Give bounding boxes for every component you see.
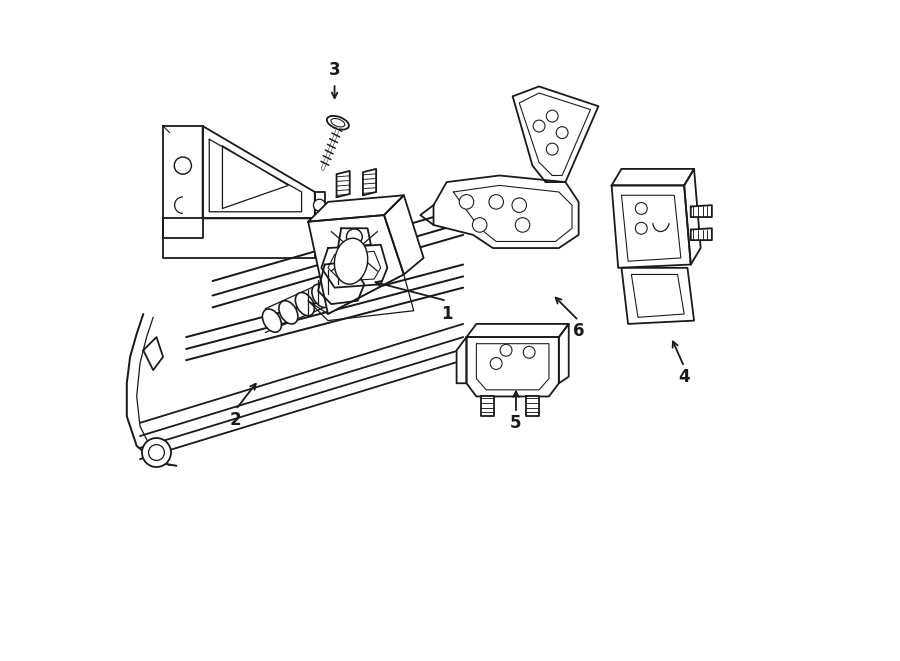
Ellipse shape <box>331 118 345 127</box>
Circle shape <box>491 358 502 369</box>
Polygon shape <box>163 126 202 238</box>
Ellipse shape <box>312 284 331 307</box>
Circle shape <box>556 127 568 139</box>
Polygon shape <box>315 192 325 218</box>
Polygon shape <box>622 268 694 324</box>
Circle shape <box>142 438 171 467</box>
Circle shape <box>313 199 325 211</box>
Polygon shape <box>163 218 315 258</box>
Circle shape <box>516 217 530 232</box>
Circle shape <box>635 222 647 234</box>
Polygon shape <box>456 337 466 383</box>
Ellipse shape <box>335 238 368 284</box>
Circle shape <box>472 217 487 232</box>
Polygon shape <box>513 87 599 182</box>
Polygon shape <box>384 195 424 274</box>
Ellipse shape <box>263 309 282 332</box>
Polygon shape <box>337 171 350 197</box>
Polygon shape <box>143 337 163 370</box>
Circle shape <box>546 143 558 155</box>
Polygon shape <box>321 245 387 288</box>
Text: 2: 2 <box>230 410 241 428</box>
Polygon shape <box>559 324 569 383</box>
Polygon shape <box>684 169 701 264</box>
Polygon shape <box>318 261 364 304</box>
Text: 6: 6 <box>573 321 584 340</box>
Ellipse shape <box>328 276 347 299</box>
Polygon shape <box>612 185 691 268</box>
Polygon shape <box>691 228 712 240</box>
Polygon shape <box>202 126 315 218</box>
Ellipse shape <box>295 293 314 316</box>
Circle shape <box>533 120 545 132</box>
Circle shape <box>175 157 192 174</box>
Polygon shape <box>481 397 494 416</box>
Circle shape <box>489 194 503 209</box>
Polygon shape <box>466 324 569 337</box>
Polygon shape <box>526 397 539 416</box>
Circle shape <box>523 346 536 358</box>
Polygon shape <box>691 205 712 217</box>
Polygon shape <box>612 169 694 185</box>
Circle shape <box>459 194 473 209</box>
Circle shape <box>546 110 558 122</box>
Circle shape <box>346 229 363 245</box>
Polygon shape <box>308 215 404 314</box>
Text: 1: 1 <box>441 305 453 323</box>
Text: 3: 3 <box>328 61 340 79</box>
Text: 5: 5 <box>510 414 522 432</box>
Polygon shape <box>338 228 371 248</box>
Polygon shape <box>466 337 559 397</box>
Polygon shape <box>363 169 376 195</box>
Circle shape <box>148 445 165 461</box>
Circle shape <box>512 198 526 212</box>
Circle shape <box>635 202 647 214</box>
Polygon shape <box>434 175 579 248</box>
Circle shape <box>500 344 512 356</box>
Text: 4: 4 <box>679 368 690 385</box>
Ellipse shape <box>279 301 298 324</box>
Polygon shape <box>308 195 404 221</box>
Ellipse shape <box>327 116 349 130</box>
